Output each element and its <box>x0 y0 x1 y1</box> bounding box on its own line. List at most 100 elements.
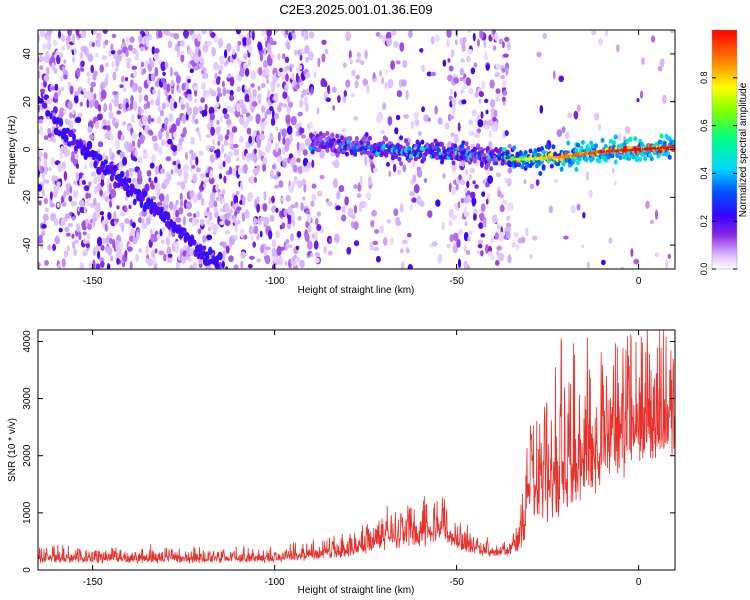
noise-speck <box>67 182 71 190</box>
descending-track-blob <box>159 206 164 214</box>
noise-speck <box>83 206 87 214</box>
noise-speck <box>307 240 313 250</box>
noise-speck <box>387 78 394 89</box>
main-track-halo <box>608 138 613 144</box>
noise-speck <box>210 126 216 136</box>
noise-speck <box>92 70 98 77</box>
noise-speck <box>400 261 405 269</box>
descending-track-blob <box>113 181 118 189</box>
noise-speck <box>103 102 107 113</box>
descending-track-blob <box>142 190 148 197</box>
noise-speck <box>130 114 135 124</box>
noise-speck <box>87 126 93 134</box>
main-track-halo <box>353 151 358 157</box>
noise-speck <box>401 79 407 87</box>
noise-speck <box>496 245 503 251</box>
noise-speck <box>444 122 450 130</box>
noise-speck <box>97 251 101 259</box>
noise-speck <box>105 219 109 225</box>
noise-speck <box>203 179 209 184</box>
noise-speck <box>183 178 188 184</box>
noise-speck <box>150 60 155 68</box>
noise-speck <box>72 56 76 63</box>
noise-speck <box>289 66 293 73</box>
noise-speck <box>591 30 597 36</box>
noise-speck <box>662 94 667 105</box>
descending-track-blob <box>198 247 203 255</box>
noise-speck <box>129 261 133 269</box>
noise-speck <box>61 201 67 207</box>
main-track-halo <box>417 142 422 147</box>
main-track-halo <box>672 139 675 145</box>
noise-speck <box>169 66 173 77</box>
noise-speck <box>289 134 293 144</box>
main-track-halo <box>418 152 423 158</box>
noise-speck <box>426 71 432 77</box>
noise-speck <box>351 213 356 220</box>
noise-speck <box>205 134 212 138</box>
noise-speck <box>274 30 279 33</box>
noise-speck <box>588 189 593 198</box>
noise-speck <box>79 262 84 269</box>
noise-speck <box>450 132 455 137</box>
main-track-halo <box>464 141 469 147</box>
noise-speck <box>100 260 105 268</box>
noise-speck <box>209 169 213 180</box>
noise-speck <box>203 108 208 117</box>
noise-speck <box>451 105 456 115</box>
noise-speck <box>125 169 130 179</box>
noise-speck <box>277 53 281 61</box>
noise-speck <box>95 202 101 213</box>
noise-speck <box>205 265 211 269</box>
noise-speck <box>608 237 613 244</box>
descending-track-blob <box>38 98 44 104</box>
noise-speck <box>353 204 358 214</box>
noise-speck <box>390 30 397 36</box>
noise-speck <box>311 193 317 201</box>
noise-speck <box>39 30 46 38</box>
noise-speck <box>110 255 114 262</box>
noise-speck <box>151 46 156 55</box>
main-track-halo <box>384 152 389 158</box>
noise-speck <box>137 106 142 116</box>
noise-speck <box>319 174 325 180</box>
main-track-halo <box>574 167 579 172</box>
noise-speck <box>66 232 71 237</box>
noise-speck <box>387 116 393 126</box>
noise-speck <box>367 175 372 186</box>
main-track-halo <box>328 138 333 144</box>
descending-track-blob <box>201 245 207 251</box>
main-track-halo <box>659 133 664 139</box>
noise-speck <box>280 256 283 266</box>
noise-speck <box>54 175 58 182</box>
noise-speck <box>252 30 255 41</box>
noise-speck <box>219 55 225 65</box>
noise-speck <box>513 232 519 238</box>
x-tick-label: -100 <box>265 577 285 588</box>
noise-speck <box>359 175 363 186</box>
noise-speck <box>51 174 56 185</box>
noise-speck <box>44 260 49 266</box>
noise-speck <box>344 196 349 206</box>
noise-speck <box>180 50 185 56</box>
noise-speck <box>525 227 529 237</box>
descending-track-blob <box>76 143 82 149</box>
noise-speck <box>145 30 148 36</box>
noise-speck <box>88 262 93 269</box>
noise-speck <box>303 99 307 105</box>
noise-speck <box>53 106 58 115</box>
noise-speck <box>468 130 473 137</box>
noise-speck <box>262 203 268 212</box>
noise-speck <box>160 168 166 174</box>
noise-speck <box>456 239 461 248</box>
noise-speck <box>464 221 468 227</box>
noise-speck <box>66 149 71 157</box>
noise-speck <box>68 195 73 202</box>
noise-speck <box>206 234 213 240</box>
noise-speck <box>160 61 166 72</box>
noise-speck <box>421 106 425 113</box>
noise-speck <box>170 79 174 87</box>
noise-speck <box>186 106 193 116</box>
noise-speck <box>300 202 304 212</box>
main-track-halo <box>310 142 315 147</box>
